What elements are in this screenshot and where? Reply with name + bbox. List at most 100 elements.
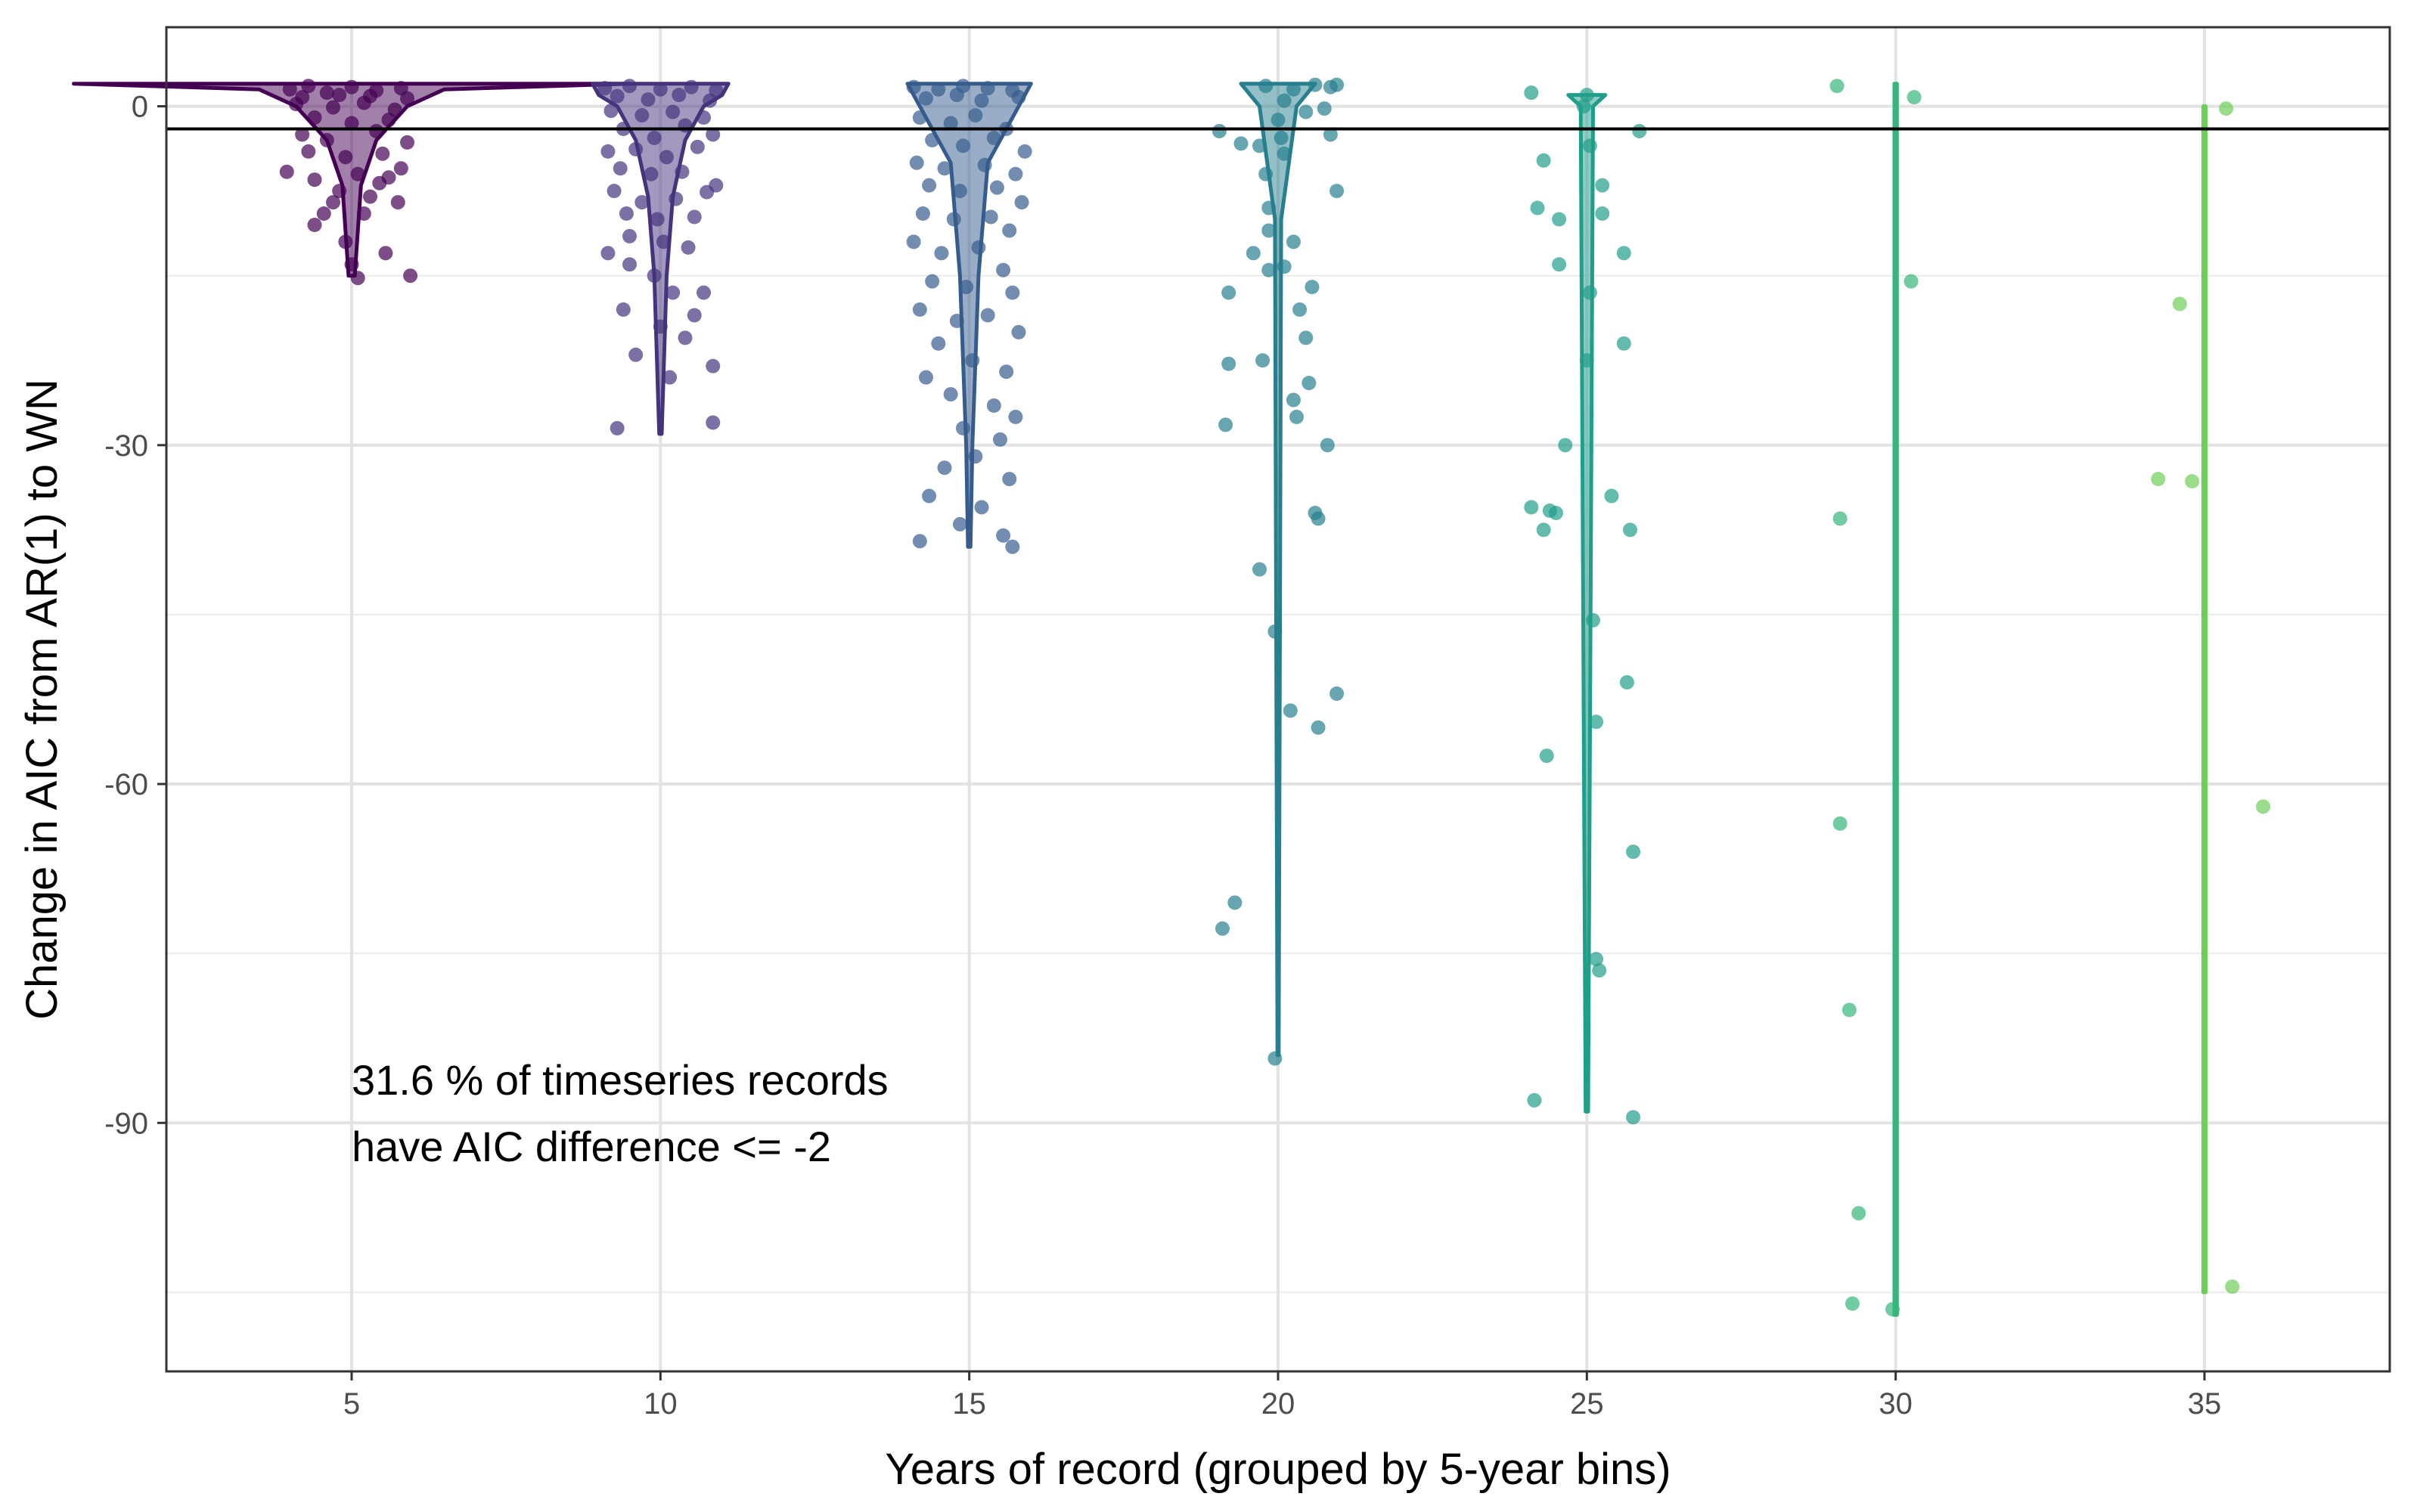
- data-point: [977, 157, 992, 172]
- data-point: [1626, 1110, 1641, 1125]
- y-tick-label: -90: [104, 1107, 148, 1140]
- data-point: [1308, 77, 1323, 92]
- x-tick-label: 35: [2188, 1387, 2222, 1421]
- data-point: [653, 319, 668, 334]
- data-point: [1267, 624, 1283, 639]
- data-point: [350, 166, 365, 181]
- data-point: [1246, 246, 1261, 261]
- data-point: [326, 195, 340, 210]
- data-point: [909, 155, 924, 170]
- data-point: [2219, 101, 2234, 116]
- data-point: [919, 91, 933, 106]
- data-point: [1524, 500, 1539, 515]
- data-point: [1008, 409, 1023, 424]
- data-point: [1005, 285, 1020, 300]
- data-point: [687, 209, 702, 225]
- data-point: [672, 88, 687, 103]
- data-point: [1829, 79, 1844, 94]
- data-point: [1215, 921, 1230, 936]
- data-point: [666, 285, 681, 300]
- data-point: [1626, 844, 1641, 860]
- data-point: [634, 195, 650, 210]
- data-point: [375, 146, 390, 161]
- x-tick-label: 20: [1261, 1387, 1295, 1421]
- data-point: [1616, 246, 1631, 261]
- data-point: [338, 150, 353, 165]
- data-point: [974, 93, 989, 108]
- data-point: [1011, 324, 1026, 339]
- data-point: [363, 189, 377, 204]
- data-point: [307, 172, 322, 187]
- data-point: [968, 108, 983, 123]
- data-point: [344, 79, 359, 94]
- data-point: [1903, 274, 1919, 289]
- data-point: [912, 534, 927, 549]
- data-point: [403, 268, 418, 284]
- data-point: [2172, 296, 2187, 311]
- y-tick-label: 0: [132, 91, 148, 124]
- data-point: [669, 191, 684, 206]
- data-points: [279, 77, 2271, 1317]
- data-point: [1592, 963, 1607, 978]
- data-point: [1579, 88, 1594, 103]
- data-point: [690, 139, 705, 154]
- data-point: [993, 432, 1007, 447]
- data-point: [622, 228, 637, 243]
- data-point: [619, 206, 634, 222]
- data-point: [684, 79, 699, 94]
- data-point: [925, 132, 940, 147]
- data-point: [678, 330, 693, 345]
- data-point: [925, 274, 940, 289]
- data-point: [647, 130, 662, 145]
- data-point: [656, 234, 671, 249]
- data-point: [1283, 703, 1298, 718]
- data-point: [393, 161, 408, 176]
- data-point: [697, 285, 711, 300]
- data-point: [319, 85, 334, 101]
- data-point: [1329, 686, 1345, 702]
- data-point: [697, 110, 711, 125]
- x-axis-title: Years of record (grouped by 5-year bins): [885, 1445, 1671, 1494]
- data-point: [2151, 472, 2166, 487]
- data-point: [1261, 200, 1277, 215]
- data-point: [959, 280, 974, 295]
- data-point: [1289, 409, 1304, 424]
- data-point: [1311, 511, 1326, 526]
- data-point: [378, 246, 393, 261]
- x-tick-label: 5: [343, 1387, 360, 1421]
- data-point: [706, 415, 721, 430]
- data-point: [1277, 93, 1292, 108]
- data-point: [974, 500, 989, 515]
- data-point: [338, 234, 353, 249]
- data-point: [1255, 353, 1270, 368]
- data-point: [956, 138, 970, 153]
- data-point: [915, 206, 930, 222]
- data-point: [1292, 302, 1308, 318]
- data-point: [356, 95, 371, 110]
- y-axis-ticks: 0 -30 -60 -90: [104, 91, 166, 1140]
- y-tick-label: -60: [104, 768, 148, 801]
- data-point: [610, 88, 625, 104]
- data-point: [600, 144, 616, 159]
- data-point: [1212, 123, 1227, 138]
- data-point: [931, 82, 946, 97]
- data-point: [289, 97, 303, 112]
- data-point: [647, 268, 662, 284]
- data-point: [1832, 511, 1848, 526]
- data-point: [659, 150, 674, 165]
- data-point: [1011, 90, 1026, 105]
- data-point: [996, 528, 1011, 543]
- data-point: [952, 184, 967, 199]
- data-point: [653, 82, 668, 97]
- data-point: [1221, 356, 1236, 371]
- data-point: [622, 257, 637, 272]
- data-point: [1002, 472, 1017, 487]
- data-point: [400, 135, 414, 150]
- data-point: [1589, 714, 1604, 730]
- data-point: [1586, 612, 1600, 627]
- data-point: [332, 184, 347, 199]
- data-point: [600, 246, 616, 261]
- data-point: [1542, 503, 1557, 518]
- data-point: [1277, 146, 1292, 161]
- data-point: [1017, 144, 1032, 159]
